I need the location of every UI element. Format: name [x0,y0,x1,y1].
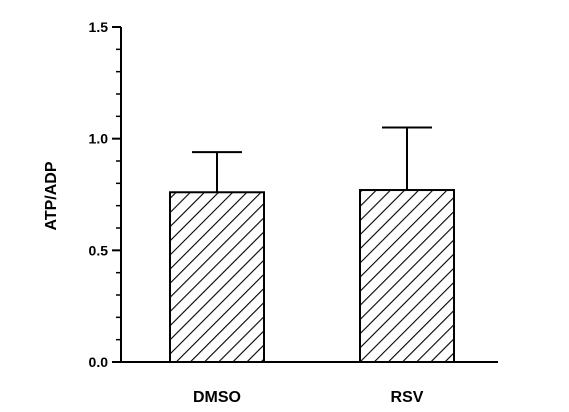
y-tick-label: 1.0 [89,131,109,147]
x-axis-labels: DMSO RSV [193,389,424,406]
y-tick-label: 0.5 [89,242,109,258]
y-tick-label: 0.0 [89,354,109,370]
bar [359,189,455,363]
bars [169,126,455,363]
y-axis-title: ATP/ADP [43,161,60,230]
x-tick-label: RSV [391,389,424,406]
x-tick-label: DMSO [193,389,241,406]
bar [169,191,265,363]
y-tick-label: 1.5 [89,19,109,35]
